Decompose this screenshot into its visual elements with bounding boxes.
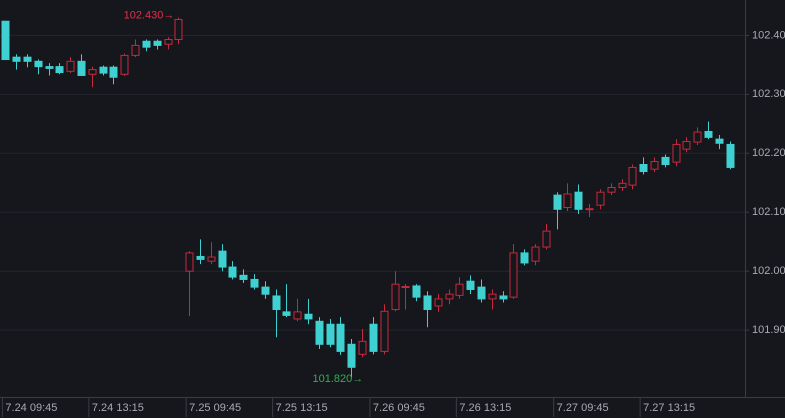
candle-body	[185, 252, 194, 272]
candle-body	[607, 186, 616, 193]
candle-body	[466, 280, 475, 290]
candle-body	[445, 293, 454, 300]
candle-body	[142, 40, 151, 48]
candle-body	[693, 131, 702, 143]
candle-body	[574, 191, 583, 210]
candle-body	[66, 60, 75, 72]
candle-body	[401, 286, 410, 289]
candle-body	[488, 293, 497, 300]
candle-body	[704, 130, 713, 138]
candle-body	[174, 18, 183, 40]
candle-body	[412, 285, 421, 298]
candle-body	[164, 39, 173, 45]
y-tick-label: 101.90	[752, 324, 785, 336]
candle-body	[218, 250, 227, 268]
candle-body	[261, 286, 270, 295]
candle-body	[272, 295, 281, 311]
candle-body	[99, 66, 108, 74]
x-tick-label: 7.26 09:45	[373, 402, 425, 414]
candle-body	[563, 193, 572, 209]
candle-body	[293, 311, 302, 320]
candle-body	[715, 138, 724, 144]
candle-body	[1, 20, 10, 61]
y-tick-label: 102.20	[752, 147, 785, 159]
candle-body	[520, 252, 529, 264]
candle-body	[250, 278, 259, 288]
x-tick-label: 7.27 09:45	[557, 402, 609, 414]
candle-body	[228, 266, 237, 278]
candle-body	[55, 66, 64, 74]
candle-body	[326, 323, 335, 345]
candle-body	[391, 283, 400, 311]
candle-body	[239, 274, 248, 280]
y-tick-label: 102.30	[752, 88, 785, 100]
candle-body	[531, 246, 540, 262]
x-tick-label: 7.24 09:45	[5, 402, 57, 414]
candle-body	[650, 161, 659, 170]
candle-body	[477, 286, 486, 300]
candle-body	[423, 295, 432, 311]
candle-body	[196, 255, 205, 260]
candle-body	[639, 163, 648, 173]
y-tick-label: 102.10	[752, 206, 785, 218]
candle-body	[153, 40, 162, 46]
candle-body	[682, 140, 691, 150]
candle-body	[304, 313, 313, 320]
candle-body	[131, 44, 140, 56]
x-tick-label: 7.27 13:15	[643, 402, 695, 414]
candle-body	[553, 194, 562, 210]
candle-body	[12, 56, 21, 62]
candle-body	[596, 191, 605, 206]
candle-body	[347, 343, 356, 368]
candle-body	[585, 208, 594, 211]
candle-body	[88, 69, 97, 75]
y-tick-label: 102.00	[752, 265, 785, 277]
candle-body	[661, 156, 670, 165]
candle-body	[618, 182, 627, 188]
candle-body	[207, 256, 216, 262]
candle-body	[380, 310, 389, 352]
candle-body	[34, 60, 43, 68]
candle-body	[628, 166, 637, 186]
candle-body	[434, 298, 443, 307]
candle-body	[23, 56, 32, 62]
candle-body	[45, 66, 54, 69]
y-tick-label: 102.40	[752, 29, 785, 41]
candle-body	[120, 54, 129, 75]
candle-body	[336, 323, 345, 352]
candle-body	[358, 340, 367, 355]
candle-body	[369, 323, 378, 352]
candle-body	[455, 283, 464, 296]
x-tick-label: 7.26 13:15	[459, 402, 511, 414]
candle-body	[672, 143, 681, 163]
candle-body	[315, 320, 324, 345]
candle-body	[499, 295, 508, 300]
candle-body	[282, 311, 291, 316]
x-tick-label: 7.25 09:45	[189, 402, 241, 414]
x-tick-label: 7.24 13:15	[92, 402, 144, 414]
candle-body	[77, 60, 86, 76]
low-annotation: 101.820→	[313, 373, 364, 385]
candle-body	[726, 143, 735, 168]
candle-body	[109, 66, 118, 78]
high-annotation: 102.430→	[124, 10, 175, 22]
x-tick-label: 7.25 13:15	[276, 402, 328, 414]
candle-body	[509, 252, 518, 298]
candle-body	[542, 230, 551, 248]
